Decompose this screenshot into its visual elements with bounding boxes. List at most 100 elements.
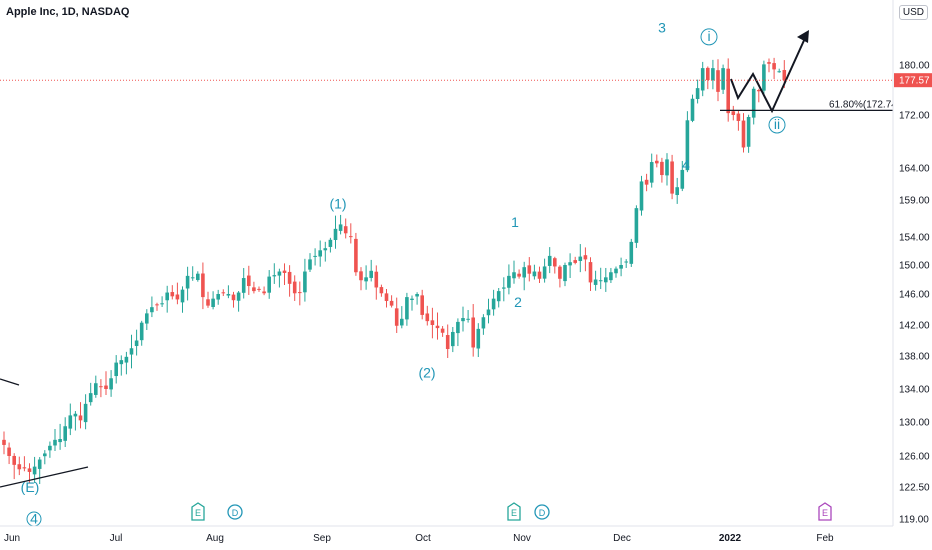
candle xyxy=(88,382,93,406)
candle-body xyxy=(292,281,297,294)
earnings-badge xyxy=(507,502,521,521)
candle-body xyxy=(389,300,394,306)
candle-body xyxy=(435,325,440,329)
candle xyxy=(522,261,526,291)
currency-selector[interactable]: USD xyxy=(898,5,928,20)
candle-body xyxy=(104,385,108,389)
elliott-wave-drawings: 61.80%(172.74) xyxy=(0,30,900,488)
candle-body xyxy=(491,298,496,310)
candle-body xyxy=(226,294,231,296)
price-tick-label: 138.00 xyxy=(899,352,930,363)
candle xyxy=(241,268,246,299)
candle-body xyxy=(542,266,547,279)
candle-body xyxy=(593,279,598,285)
candle-body xyxy=(17,464,22,470)
candle xyxy=(629,238,634,267)
candle xyxy=(104,371,108,395)
candle-body xyxy=(481,317,486,329)
candle xyxy=(476,323,481,358)
candle xyxy=(247,265,251,295)
candle-body xyxy=(700,68,705,91)
candle xyxy=(267,270,271,299)
candle-body xyxy=(257,288,261,290)
candle xyxy=(180,286,185,313)
candle-body xyxy=(537,271,542,279)
candle xyxy=(323,241,328,262)
candle xyxy=(537,266,542,284)
candle xyxy=(721,64,725,94)
candle-body xyxy=(68,415,73,429)
candle-body xyxy=(32,466,37,475)
candle-body xyxy=(88,393,93,403)
candle-body xyxy=(440,328,445,333)
candle-body xyxy=(583,255,588,260)
price-tick-label: 122.50 xyxy=(899,483,930,494)
candle xyxy=(78,402,83,429)
candle-body xyxy=(83,403,88,423)
price-tick-label: 180.00 xyxy=(899,61,930,72)
candle xyxy=(277,268,282,288)
candle xyxy=(63,417,67,448)
candle xyxy=(410,295,414,311)
candle-body xyxy=(308,259,312,270)
last-price-value: 177.57 xyxy=(899,76,930,87)
candle xyxy=(257,286,261,292)
candle-body xyxy=(675,187,679,196)
candle-body xyxy=(155,304,159,306)
candle-body xyxy=(624,261,628,263)
candle xyxy=(731,105,736,121)
candle-body xyxy=(318,250,322,257)
candle-body xyxy=(532,271,537,277)
candle-body xyxy=(425,313,430,322)
candle-body xyxy=(160,303,164,305)
candle-body xyxy=(400,318,404,326)
candle-body xyxy=(262,291,266,294)
dividend-marker: D xyxy=(534,504,550,520)
candle xyxy=(675,177,679,204)
candle xyxy=(364,265,368,290)
price-tick-label: 164.00 xyxy=(899,164,930,175)
candle-body xyxy=(690,98,695,121)
price-tick-label: 130.00 xyxy=(899,418,930,429)
candle-body xyxy=(578,256,583,261)
candle xyxy=(190,266,195,281)
date-tick-label: Sep xyxy=(313,533,331,544)
candle xyxy=(349,223,353,244)
event-letter: D xyxy=(232,508,239,518)
candle xyxy=(134,329,139,356)
candle xyxy=(185,266,190,301)
candle xyxy=(435,312,440,340)
candle xyxy=(588,257,593,291)
candle-body xyxy=(379,287,384,294)
wave-circle xyxy=(700,28,718,46)
wave-label: (1) xyxy=(329,196,346,212)
candle-body xyxy=(420,295,424,315)
candle-body xyxy=(721,68,725,90)
price-tick-label: 134.00 xyxy=(899,385,930,396)
candle xyxy=(150,296,154,318)
candle-body xyxy=(303,271,307,293)
candle-body xyxy=(206,299,210,306)
candle xyxy=(542,258,547,283)
candle-body xyxy=(670,161,674,194)
date-tick-label: Dec xyxy=(613,533,631,544)
candle xyxy=(507,264,511,295)
candle xyxy=(359,267,363,291)
dividend-badge xyxy=(534,504,550,520)
candle-body xyxy=(272,275,277,277)
candle xyxy=(583,247,588,272)
candle-body xyxy=(231,294,236,301)
candle xyxy=(578,244,583,273)
event-letter: E xyxy=(195,508,201,518)
candle-body xyxy=(751,88,756,118)
candle xyxy=(695,79,700,104)
candle-body xyxy=(466,318,470,320)
candle xyxy=(374,265,379,300)
candle xyxy=(73,411,78,431)
candle xyxy=(553,256,557,274)
wave-label: i xyxy=(707,28,710,44)
candle-body xyxy=(139,322,144,341)
